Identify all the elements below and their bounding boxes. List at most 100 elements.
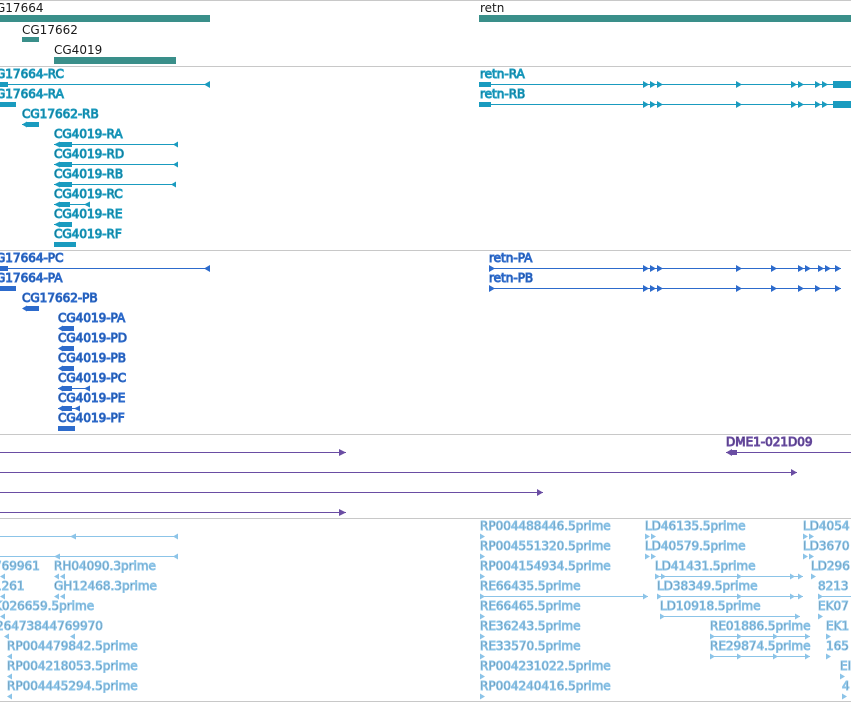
est-label: GH12468.3prime bbox=[54, 579, 157, 593]
est-feature[interactable] bbox=[54, 593, 65, 600]
est-feature[interactable] bbox=[0, 553, 178, 560]
protein-feature[interactable] bbox=[58, 365, 74, 372]
protein-feature[interactable] bbox=[22, 305, 39, 312]
est-feature[interactable] bbox=[645, 533, 656, 540]
est-label: EK1 bbox=[826, 619, 849, 633]
est-feature[interactable] bbox=[710, 633, 810, 640]
est-feature[interactable] bbox=[7, 693, 12, 700]
est-label: RE66435.5prime bbox=[480, 579, 581, 593]
protein-feature[interactable] bbox=[58, 385, 90, 392]
est-feature[interactable] bbox=[480, 693, 485, 700]
est-label: RP004551320.5prime bbox=[480, 539, 611, 553]
alignment-feature[interactable] bbox=[0, 449, 346, 456]
gene-label: CG17662 bbox=[22, 23, 78, 37]
transcript-feature[interactable] bbox=[54, 242, 76, 247]
est-label: RP004231022.5prime bbox=[480, 659, 611, 673]
alignment-feature[interactable] bbox=[726, 449, 851, 456]
est-feature[interactable] bbox=[660, 613, 800, 620]
transcript-label: G17664-RC bbox=[0, 67, 64, 81]
est-label: RP004240416.5prime bbox=[480, 679, 611, 693]
est-feature[interactable] bbox=[818, 593, 851, 600]
transcript-label: CG17662-RB bbox=[22, 107, 99, 121]
est-label: LD41431.5prime bbox=[655, 559, 756, 573]
est-feature[interactable] bbox=[0, 573, 5, 580]
est-feature[interactable] bbox=[840, 673, 845, 680]
protein-track: G17664-PC G17664-PA CG17662-PB CG4019-PA… bbox=[0, 251, 841, 431]
protein-feature[interactable] bbox=[58, 405, 80, 412]
est-feature[interactable] bbox=[826, 653, 831, 660]
gene-label: retn bbox=[480, 1, 504, 15]
est-feature[interactable] bbox=[70, 633, 75, 640]
gene-feature[interactable] bbox=[0, 15, 210, 22]
est-feature[interactable] bbox=[803, 533, 814, 540]
transcript-feature[interactable] bbox=[0, 102, 16, 107]
est-feature[interactable] bbox=[0, 613, 5, 620]
alignment-feature[interactable] bbox=[0, 509, 346, 516]
est-label: EK07 bbox=[818, 599, 849, 613]
transcript-feature[interactable] bbox=[54, 161, 178, 168]
protein-feature[interactable] bbox=[58, 345, 74, 352]
est-label: RE29874.5prime bbox=[710, 639, 811, 653]
protein-feature[interactable] bbox=[489, 265, 841, 272]
est-label: LD38349.5prime bbox=[657, 579, 758, 593]
est-label: RH04090.3prime bbox=[54, 559, 156, 573]
gene-label: G17664 bbox=[0, 1, 43, 15]
est-feature[interactable] bbox=[818, 613, 823, 620]
est-label: 769961 bbox=[0, 559, 40, 573]
gene-label: CG4019 bbox=[54, 43, 102, 57]
est-feature[interactable] bbox=[0, 533, 178, 540]
transcript-feature[interactable] bbox=[0, 81, 210, 88]
est-feature[interactable] bbox=[7, 653, 12, 660]
est-feature[interactable] bbox=[657, 593, 803, 600]
est-label: RP004218053.5prime bbox=[7, 659, 138, 673]
est-feature[interactable] bbox=[7, 673, 12, 680]
est-label: LD3670 bbox=[803, 539, 849, 553]
transcript-feature[interactable] bbox=[54, 201, 90, 208]
protein-feature[interactable] bbox=[58, 426, 75, 431]
est-feature[interactable] bbox=[54, 573, 65, 580]
est-feature[interactable] bbox=[480, 553, 485, 560]
est-feature[interactable] bbox=[480, 653, 485, 660]
est-feature[interactable] bbox=[480, 573, 485, 580]
protein-feature[interactable] bbox=[489, 285, 841, 292]
protein-label: retn-PB bbox=[489, 271, 533, 285]
est-label: LD296 bbox=[811, 559, 850, 573]
est-feature[interactable] bbox=[710, 653, 810, 660]
transcript-label: CG4019-RF bbox=[54, 227, 122, 241]
protein-feature[interactable] bbox=[0, 286, 16, 291]
transcript-feature[interactable] bbox=[54, 181, 176, 188]
protein-feature[interactable] bbox=[0, 265, 210, 272]
est-feature[interactable] bbox=[480, 673, 485, 680]
est-feature[interactable] bbox=[803, 553, 814, 560]
gene-feature[interactable] bbox=[54, 57, 176, 64]
transcript-feature[interactable] bbox=[54, 221, 72, 228]
transcript-feature[interactable] bbox=[479, 101, 851, 108]
gene-track: G17664 CG17662 CG4019 retn bbox=[0, 1, 851, 64]
alignment-feature[interactable] bbox=[0, 489, 543, 496]
est-feature[interactable] bbox=[480, 593, 648, 600]
est-feature[interactable] bbox=[655, 573, 803, 580]
transcript-label: G17664-RA bbox=[0, 87, 65, 101]
est-feature[interactable] bbox=[826, 633, 831, 640]
transcript-label: CG4019-RC bbox=[54, 187, 123, 201]
est-label: LD46135.5prime bbox=[645, 519, 746, 533]
protein-label: CG4019-PD bbox=[58, 331, 127, 345]
est-feature[interactable] bbox=[0, 593, 5, 600]
transcript-label: CG4019-RE bbox=[54, 207, 122, 221]
transcript-feature[interactable] bbox=[54, 141, 178, 148]
est-label: RP004488446.5prime bbox=[480, 519, 611, 533]
transcript-feature[interactable] bbox=[22, 121, 39, 128]
transcript-feature[interactable] bbox=[479, 81, 851, 88]
est-feature[interactable] bbox=[842, 693, 847, 700]
est-feature[interactable] bbox=[480, 533, 485, 540]
est-feature[interactable] bbox=[480, 613, 485, 620]
gene-feature[interactable] bbox=[22, 37, 39, 42]
protein-feature[interactable] bbox=[58, 325, 74, 332]
alignment-feature[interactable] bbox=[0, 469, 797, 476]
est-feature[interactable] bbox=[4, 633, 9, 640]
est-feature[interactable] bbox=[645, 553, 656, 560]
alignment-label: DME1-021D09 bbox=[726, 435, 813, 449]
gene-feature[interactable] bbox=[479, 15, 851, 22]
est-feature[interactable] bbox=[811, 573, 816, 580]
est-feature[interactable] bbox=[480, 633, 485, 640]
